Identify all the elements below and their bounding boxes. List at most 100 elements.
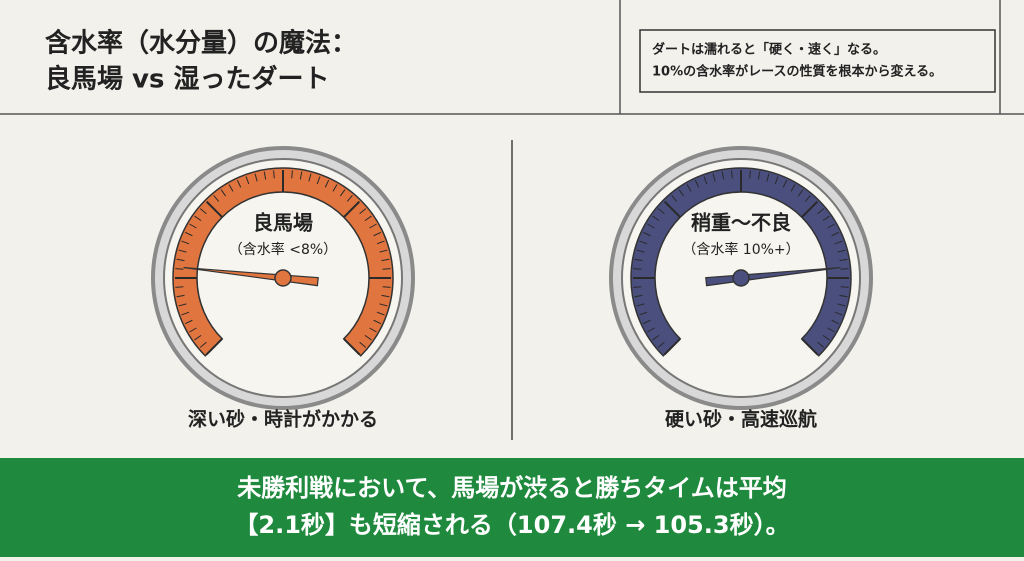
gauge-tick <box>194 334 202 341</box>
gauge-tick <box>346 194 353 202</box>
gauge-tick <box>291 170 293 179</box>
gauge-tick <box>184 231 193 237</box>
gauge-tick <box>184 319 193 325</box>
gauge-tick <box>639 311 648 316</box>
gauge-tick <box>686 184 692 192</box>
note: 10%の含水率がレースの性質を根本から変える。 <box>652 64 942 80</box>
gauge-tick <box>236 179 242 188</box>
gauge-hub <box>732 269 750 287</box>
gauge-tick <box>316 176 321 185</box>
gauge-tick <box>176 294 185 298</box>
gauge-tick <box>657 341 665 348</box>
banner <box>0 458 1024 557</box>
gauge-tick <box>721 171 725 180</box>
gauge-tick <box>178 303 187 307</box>
gauge-tick <box>228 184 234 192</box>
gauge-tick <box>273 170 275 179</box>
gauge-tick <box>797 189 804 197</box>
gauge-tick <box>636 249 645 253</box>
note-box <box>639 29 996 93</box>
gauge-tick <box>376 240 385 245</box>
gauge-tick <box>831 319 840 325</box>
gauge-caption: 深い砂・時計がかかる <box>188 408 378 431</box>
gauge-tick <box>642 319 651 325</box>
gauge-tick <box>822 215 830 222</box>
gauge-tick <box>373 319 382 325</box>
gauge-tick <box>382 268 391 270</box>
gauge-tick <box>175 268 184 270</box>
gauge-tick <box>652 334 660 341</box>
gauge-tick <box>766 173 770 182</box>
gauge-tick <box>633 286 642 288</box>
gauge-tick <box>657 208 665 215</box>
note: ダートは濡れると「硬く・速く」なる。 <box>652 42 886 58</box>
gauge-tick <box>671 194 678 202</box>
gauge-tick <box>663 200 681 218</box>
gauge: 稍重〜不良 （含水率 10%+） <box>609 146 873 410</box>
gauge-tick <box>817 341 825 348</box>
gauge-tick <box>308 173 312 182</box>
gauge-tick <box>636 303 645 307</box>
gauge-tick <box>379 249 388 253</box>
gauge-tick <box>801 200 819 218</box>
gauge-tick <box>790 184 796 192</box>
gauge-tick <box>379 303 388 307</box>
gauge-label: 稍重〜不良 <box>691 211 791 235</box>
gauge-tick <box>299 171 303 180</box>
gauge-tick <box>364 215 372 222</box>
gauge-tick <box>703 176 708 185</box>
gauge-tick <box>343 200 361 218</box>
gauge-tick <box>176 258 185 262</box>
gauge-sublabel: （含水率 <8%） <box>229 241 337 258</box>
gauge-tick <box>369 327 377 333</box>
gauge-tick <box>831 231 840 237</box>
gauge-tick <box>694 179 700 188</box>
gauge-tick <box>839 258 848 262</box>
gauge-tick <box>749 170 751 179</box>
gauge-tick <box>199 341 207 348</box>
gauge-tick <box>343 338 361 356</box>
gauge-label: 良馬場 <box>253 211 313 235</box>
gauge-tick <box>263 171 267 180</box>
gauge-tick <box>647 223 655 229</box>
gauge-tick <box>678 189 685 197</box>
gauge-caption: 硬い砂・高速巡航 <box>665 408 817 431</box>
gauge-tick <box>359 208 367 215</box>
gauge-tick <box>194 215 202 222</box>
gauge-tick <box>801 338 819 356</box>
gauge-tick <box>647 327 655 333</box>
gauge-tick <box>245 176 250 185</box>
gauge-tick <box>359 341 367 348</box>
gauge-tick <box>364 334 372 341</box>
gauge-tick <box>633 268 642 270</box>
gauge-tick <box>376 311 385 316</box>
gauge-tick <box>804 194 811 202</box>
gauge-tick <box>181 240 190 245</box>
gauge-tick <box>254 173 258 182</box>
gauge-tick <box>757 171 761 180</box>
gauge-tick <box>837 249 846 253</box>
title: 含水率（水分量）の魔法： <box>45 28 357 59</box>
gauge-band <box>172 167 394 357</box>
gauge-tick <box>175 286 184 288</box>
gauge-tick <box>382 286 391 288</box>
gauge-tick <box>634 258 643 262</box>
gauge-tick <box>189 327 197 333</box>
gauge-tick <box>181 311 190 316</box>
gauge-tick <box>840 268 849 270</box>
gauge-tick <box>652 215 660 222</box>
gauge-tick <box>827 327 835 333</box>
gauge-tick <box>639 240 648 245</box>
gauge-tick <box>178 249 187 253</box>
gauge-tick <box>205 338 223 356</box>
gauge-tick <box>381 294 390 298</box>
gauge: 良馬場 （含水率 <8%） <box>151 146 415 410</box>
banner-text: 【2.1秒】も短縮される（107.4秒 → 105.3秒）。 <box>234 511 789 539</box>
gauge-tick <box>642 231 651 237</box>
gauge-hub <box>274 269 292 287</box>
gauge-sublabel: （含水率 10%+） <box>682 241 799 258</box>
gauge-tick <box>199 208 207 215</box>
gauge-tick <box>339 189 346 197</box>
